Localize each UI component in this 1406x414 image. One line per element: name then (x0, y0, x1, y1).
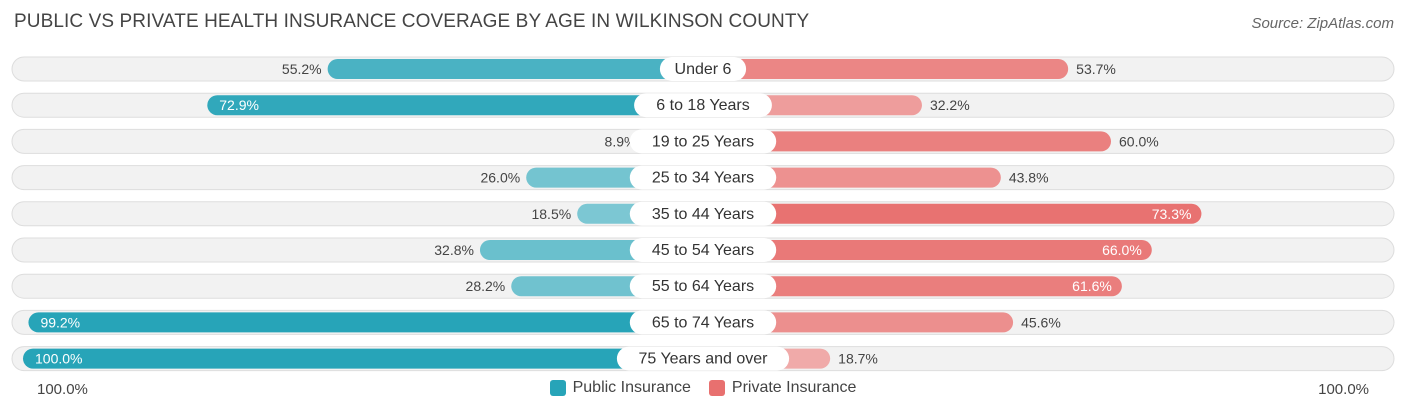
public-value-label: 18.5% (531, 206, 571, 222)
public-value-label: 28.2% (466, 278, 506, 294)
public-value-label: 100.0% (35, 351, 82, 367)
legend-item-public[interactable]: Public Insurance (549, 379, 691, 397)
category-pill (629, 165, 777, 190)
legend-swatch-private (708, 380, 725, 396)
private-bar (693, 203, 1202, 224)
legend: Public Insurance Private Insurance (0, 379, 1406, 397)
category-label: 25 to 34 Years (652, 170, 754, 187)
private-bar (693, 131, 1111, 152)
category-label: Under 6 (675, 61, 732, 78)
category-pill (659, 57, 747, 81)
private-bar (693, 59, 1069, 79)
private-value-label: 61.6% (1072, 278, 1112, 294)
legend-item-private[interactable]: Private Insurance (708, 379, 857, 397)
category-label: 55 to 64 Years (652, 278, 754, 295)
axis-left-label: 100.0% (37, 381, 88, 398)
private-bar (693, 276, 1122, 297)
category-pill (616, 346, 790, 371)
private-value-label: 43.8% (1009, 170, 1049, 186)
public-bar (23, 348, 713, 369)
category-label: 65 to 74 Years (652, 314, 754, 331)
private-value-label: 66.0% (1102, 242, 1142, 258)
category-pill (629, 238, 777, 262)
public-value-label: 8.9% (605, 133, 637, 149)
public-value-label: 26.0% (480, 170, 520, 186)
private-bar (693, 240, 1152, 260)
category-label: 45 to 54 Years (652, 242, 754, 259)
public-value-label: 55.2% (282, 61, 322, 77)
public-value-label: 99.2% (40, 314, 80, 330)
category-pill (629, 201, 777, 226)
source-note: Source: ZipAtlas.com (1251, 15, 1394, 32)
private-value-label: 18.7% (838, 351, 878, 367)
axis-right-label: 100.0% (1318, 381, 1369, 398)
legend-label-private: Private Insurance (731, 379, 857, 396)
category-label: 6 to 18 Years (656, 97, 749, 114)
category-pill (629, 129, 777, 154)
public-bar (28, 312, 713, 333)
private-value-label: 53.7% (1076, 61, 1116, 77)
public-value-label: 32.8% (434, 242, 474, 258)
category-label: 35 to 44 Years (652, 206, 754, 223)
public-value-label: 72.9% (219, 97, 259, 113)
category-pill (629, 274, 777, 299)
category-label: 19 to 25 Years (652, 133, 754, 150)
legend-swatch-public (549, 380, 566, 396)
public-bar (327, 59, 713, 79)
chart-title: PUBLIC VS PRIVATE HEALTH INSURANCE COVER… (14, 11, 810, 32)
legend-label-public: Public Insurance (572, 379, 691, 396)
category-pill (629, 310, 777, 335)
category-label: 75 Years and over (639, 351, 769, 368)
private-value-label: 32.2% (930, 97, 970, 113)
diverging-bar-chart: 55.2% 53.7% Under 6 72.9% 32.2% 6 to 18 Years… (11, 56, 1395, 372)
private-value-label: 73.3% (1152, 206, 1192, 222)
private-value-label: 45.6% (1021, 314, 1061, 330)
public-bar (207, 95, 713, 116)
category-pill (634, 93, 772, 118)
private-value-label: 60.0% (1119, 133, 1159, 149)
